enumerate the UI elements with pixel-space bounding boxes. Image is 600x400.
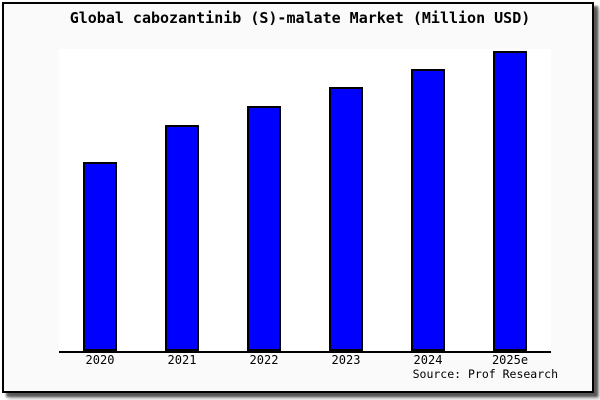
bar-slot — [387, 49, 469, 351]
x-tick-label-2023: 2023 — [331, 353, 361, 367]
x-tick-label-2021: 2021 — [167, 353, 197, 367]
bar-2020 — [83, 162, 117, 351]
bar-2025e — [493, 51, 527, 351]
chart-title: Global cabozantinib (S)-malate Market (M… — [69, 9, 531, 27]
x-tick-label-2022: 2022 — [249, 353, 279, 367]
bar-2021 — [165, 125, 199, 351]
plot-area — [59, 49, 551, 353]
bar-slot — [223, 49, 305, 351]
bar-2022 — [247, 106, 281, 351]
bar-slot — [305, 49, 387, 351]
bar-2024 — [411, 69, 445, 351]
bar-slot — [469, 49, 551, 351]
bar-slot — [141, 49, 223, 351]
x-axis: 2020 2021 2022 2023 2024 2025e — [59, 354, 551, 367]
bar-2023 — [329, 87, 363, 351]
x-tick-label-2020: 2020 — [85, 353, 115, 367]
x-tick-label-2025e: 2025e — [491, 353, 529, 367]
source-note: Source: Prof Research — [412, 367, 558, 381]
x-tick-label-2024: 2024 — [413, 353, 443, 367]
bar-slot — [59, 49, 141, 351]
